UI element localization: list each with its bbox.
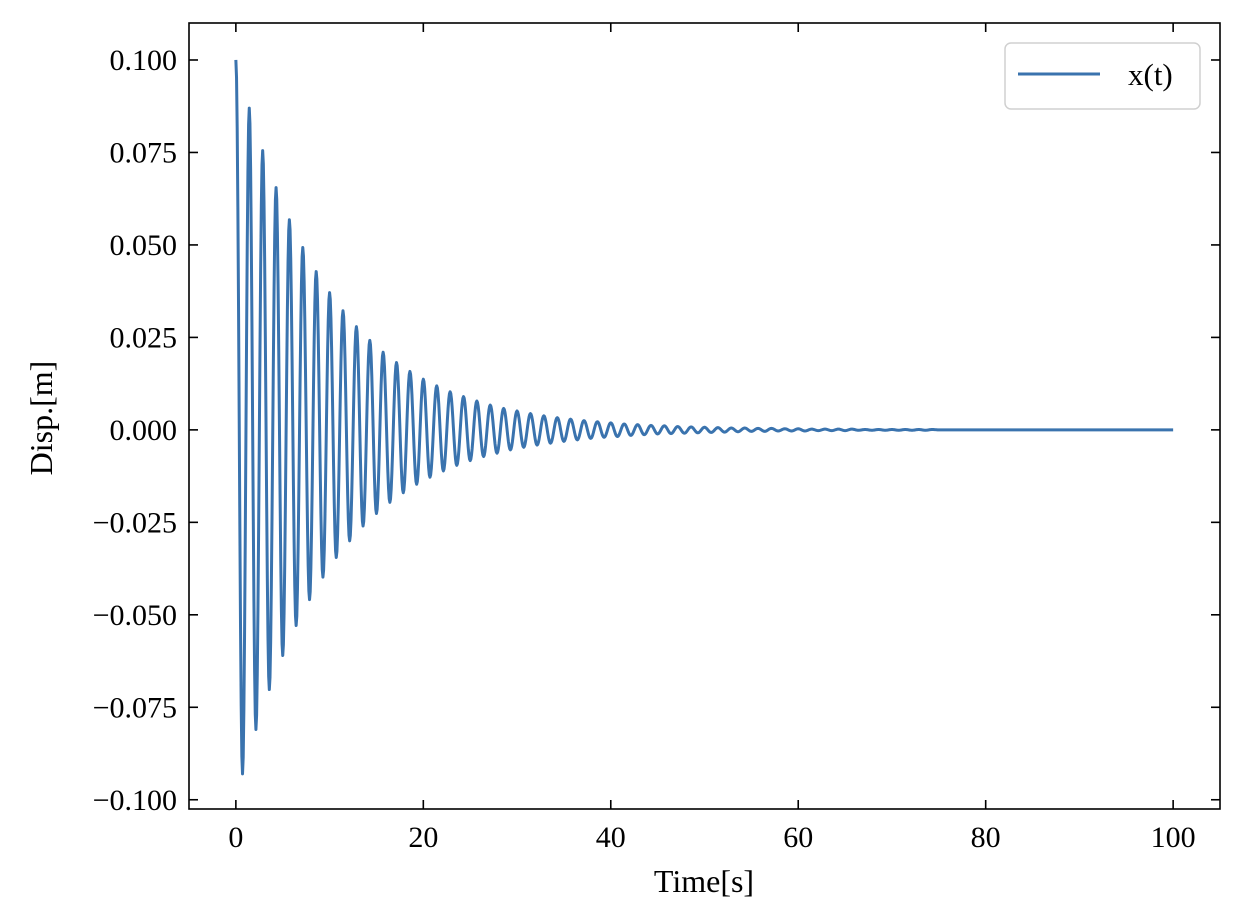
y-tick-label: −0.050	[93, 599, 177, 632]
x-tick-label: 40	[596, 821, 626, 854]
series-layer	[234, 59, 1174, 776]
legend-label-x-t: x(t)	[1128, 57, 1173, 92]
x-tick-label: 100	[1151, 821, 1196, 854]
plot-area-frame	[188, 22, 1221, 810]
legend: x(t)	[1004, 42, 1201, 110]
y-tick-label: −0.075	[93, 691, 177, 724]
x-axis-ticks: 0 20 40 60 80 100	[228, 23, 1196, 854]
x-tick-label: 60	[783, 821, 813, 854]
y-tick-label: 0.075	[110, 136, 178, 169]
x-tick-label: 0	[228, 821, 243, 854]
x-tick-label: 80	[971, 821, 1001, 854]
y-tick-label: 0.025	[110, 321, 178, 354]
y-axis-title: Disp.[m]	[23, 361, 59, 476]
y-tick-label: 0.050	[110, 229, 178, 262]
legend-box	[1004, 42, 1201, 110]
y-tick-label: −0.100	[93, 784, 177, 817]
y-tick-label: 0.000	[110, 414, 178, 447]
y-tick-label: −0.025	[93, 506, 177, 539]
y-axis-ticks: −0.100 −0.075 −0.050 −0.025 0.000 0.025 0.050 0…	[93, 44, 1220, 817]
y-tick-label: 0.100	[110, 44, 178, 77]
series-line-x-t	[234, 59, 1174, 776]
x-axis-title: Time[s]	[654, 863, 754, 899]
x-tick-label: 20	[408, 821, 438, 854]
